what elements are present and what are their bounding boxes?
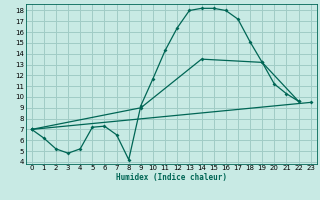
X-axis label: Humidex (Indice chaleur): Humidex (Indice chaleur) (116, 173, 227, 182)
